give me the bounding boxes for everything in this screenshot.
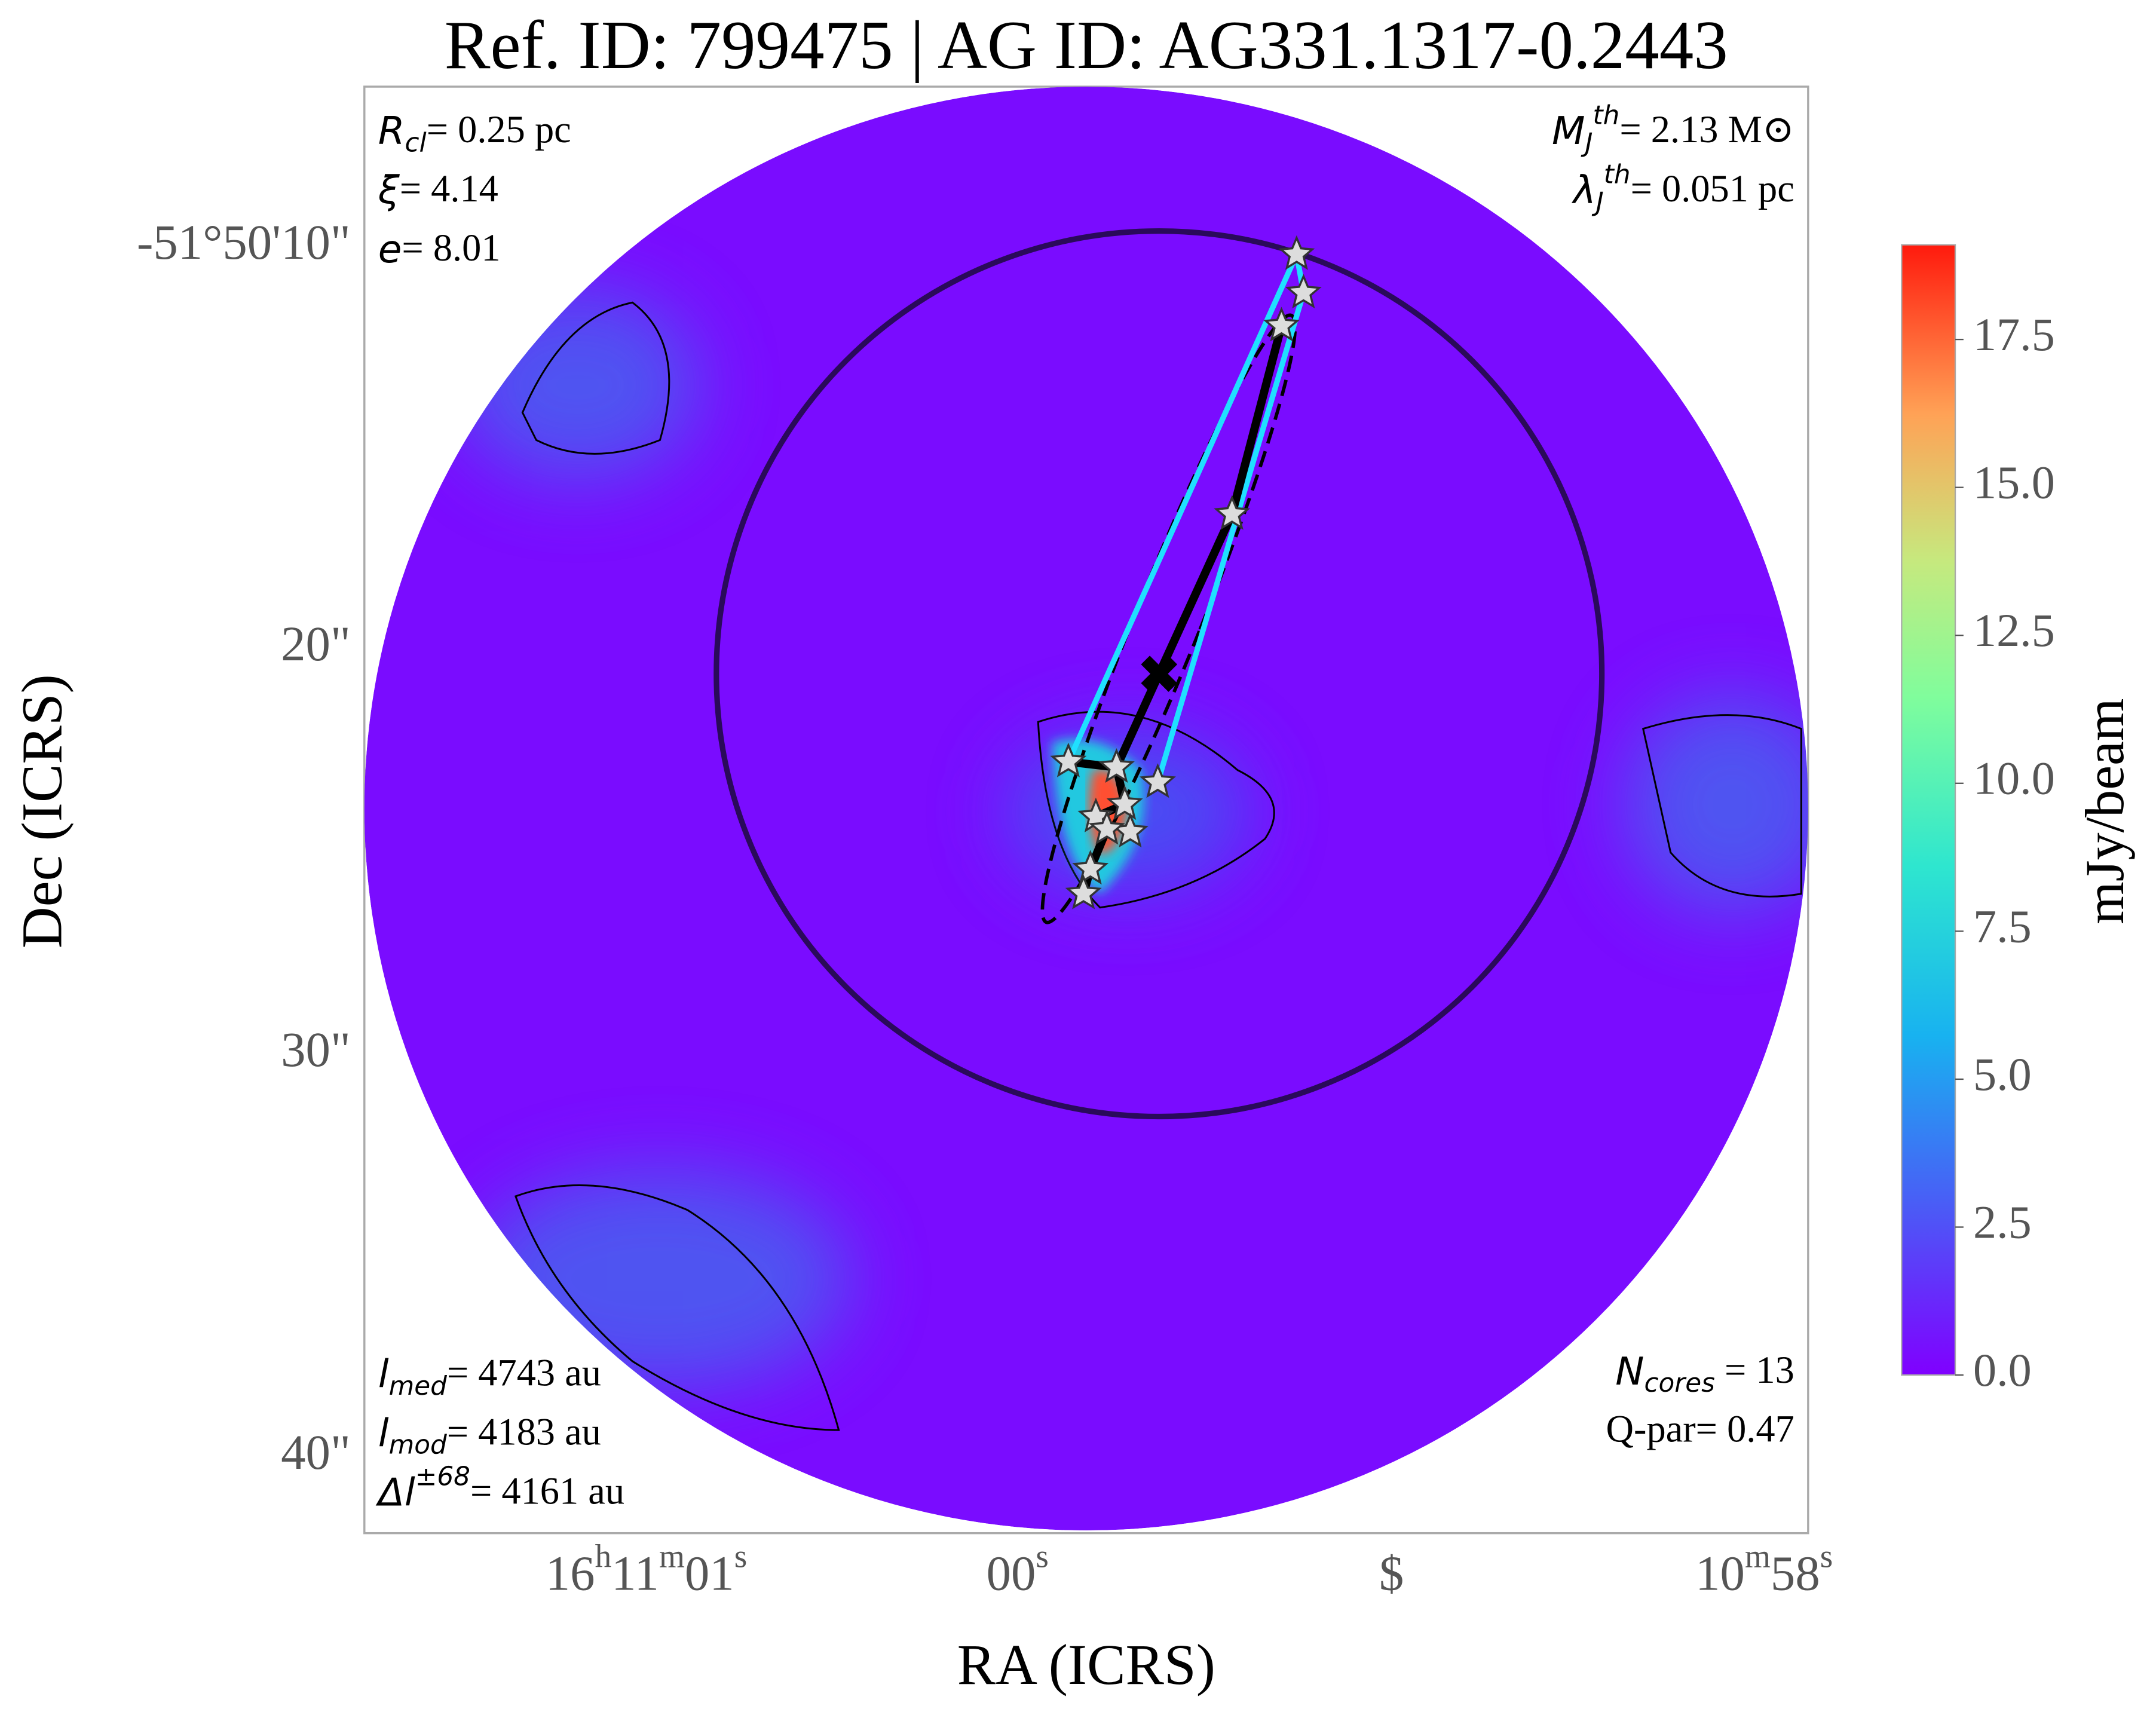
x-tick-label: 16h11m01s	[546, 1538, 747, 1601]
annotation-symbol: e	[378, 227, 402, 272]
fit-ellipse	[1040, 313, 1297, 924]
colorbar-tick-label: 5.0	[1973, 1048, 2032, 1100]
core-star	[1106, 785, 1143, 820]
center-marker	[1141, 656, 1178, 692]
annotation-sup: ±68	[415, 1462, 470, 1492]
annotation-symbol: l	[378, 1411, 389, 1456]
colorbar-tick-label: 10.0	[1973, 752, 2055, 804]
core-star	[1285, 274, 1322, 309]
x-tick-label: 10m58s	[1695, 1538, 1833, 1601]
annotation: MJth= 2.13 M⊙	[1552, 100, 1794, 158]
annotation-symbol: M	[1552, 109, 1585, 154]
x-tick-label-part: s	[734, 1538, 748, 1574]
colorbar-tick-label: 12.5	[1973, 604, 2055, 656]
core-star	[1050, 742, 1087, 777]
annotation-text: = 4743 au	[447, 1351, 601, 1394]
annotation-symbol: l	[378, 1352, 389, 1397]
annotation-text: = 4183 au	[447, 1410, 601, 1453]
colorbar-tick-label: 7.5	[1973, 900, 2032, 952]
annotation-symbol: ξ	[378, 168, 400, 213]
x-tick-label-part: m	[1745, 1538, 1771, 1574]
core-star	[1098, 748, 1135, 783]
x-tick-label-part: s	[1820, 1538, 1833, 1574]
annotation-sub: cores	[1644, 1368, 1714, 1398]
chart-title: Ref. ID: 799475 | AG ID: AG331.1317-0.24…	[445, 7, 1728, 83]
x-tick-label-part: $	[1379, 1546, 1404, 1601]
colorbar-tick-label: 0.0	[1973, 1344, 2032, 1396]
x-tick-label-part: 10	[1695, 1546, 1745, 1601]
map-image	[364, 87, 1808, 1531]
y-tick-label: 30"	[281, 1022, 351, 1077]
core-star	[1263, 307, 1300, 342]
core-star	[1065, 874, 1102, 909]
x-tick-label-part: 58	[1771, 1546, 1820, 1601]
x-tick-label-part: 11	[611, 1546, 659, 1601]
annotation: ξ= 4.14	[378, 167, 498, 213]
colorbar-tick-label: 15.0	[1973, 457, 2055, 509]
annotation: e= 8.01	[378, 226, 501, 272]
annotation-sub: cl	[405, 128, 427, 158]
x-tick-label-part: m	[659, 1538, 685, 1574]
annotation: lmed= 4743 au	[378, 1351, 601, 1401]
annotation-text: = 0.25 pc	[427, 108, 571, 151]
annotation-text: Q-par= 0.47	[1606, 1407, 1794, 1450]
core-star	[1072, 850, 1109, 885]
annotation-text: = 8.01	[402, 226, 500, 269]
annotation-text: = 4.14	[400, 167, 498, 210]
colorbar-tick-label: 2.5	[1973, 1196, 2032, 1248]
annotation-sup: th	[1593, 100, 1620, 131]
cores	[1050, 235, 1322, 909]
x-tick-label-part: s	[1036, 1538, 1049, 1574]
annotation-symbol: λ	[1572, 168, 1596, 213]
annotation: Δl±68= 4161 au	[375, 1462, 624, 1515]
annotation-sub: mod	[389, 1430, 447, 1460]
cluster-circle	[713, 228, 1605, 1120]
core-star	[1139, 763, 1176, 798]
x-tick-label: $	[1379, 1546, 1404, 1601]
colorbar	[1901, 244, 1956, 1376]
y-tick-label: -51°50'10"	[137, 215, 351, 270]
annotation-text: = 13	[1715, 1349, 1794, 1391]
annotation-text: = 0.051 pc	[1631, 167, 1794, 210]
x-tick-label-part: h	[595, 1538, 612, 1574]
annotation-text: = 4161 au	[470, 1469, 624, 1512]
annotation: lmod= 4183 au	[378, 1410, 601, 1460]
annotation-sup: th	[1604, 160, 1631, 190]
annotation: Rcl= 0.25 pc	[378, 108, 571, 158]
x-tick-label: 00s	[987, 1538, 1049, 1601]
mst-edge	[1065, 245, 1307, 783]
y-axis-label: Dec (ICRS)	[10, 674, 74, 948]
annotation: Q-par= 0.47	[1606, 1407, 1794, 1450]
x-axis-label: RA (ICRS)	[957, 1633, 1215, 1696]
colorbar-label: mJy/beam	[2074, 699, 2135, 924]
annotation-symbol: N	[1615, 1349, 1644, 1394]
y-tick-label: 20"	[281, 616, 351, 671]
core-star	[1214, 495, 1251, 530]
annotation: λJth= 0.051 pc	[1572, 160, 1794, 218]
annotation: Ncores = 13	[1615, 1349, 1794, 1399]
core-star	[1088, 810, 1125, 845]
core-star	[1278, 235, 1315, 270]
annotation-symbol: R	[378, 109, 405, 154]
x-tick-label-part: 01	[685, 1546, 734, 1601]
colorbar-tick-label: 17.5	[1973, 308, 2055, 360]
x-tick-label-part: 16	[546, 1546, 595, 1601]
y-tick-label: 40"	[281, 1425, 351, 1480]
annotation-text: = 2.13 M⊙	[1619, 108, 1794, 151]
x-tick-label-part: 00	[987, 1546, 1036, 1601]
annotation-symbol: Δl	[375, 1470, 415, 1515]
annotation-sub: med	[389, 1371, 447, 1401]
